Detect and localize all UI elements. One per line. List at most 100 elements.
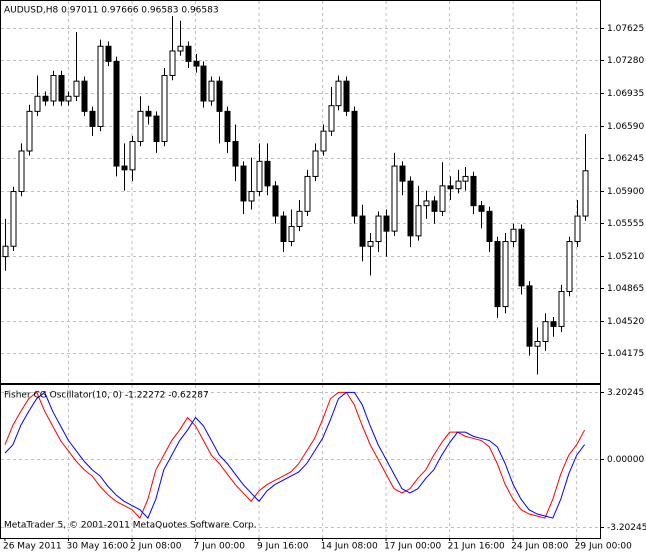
candle-body [137, 110, 144, 143]
candle-body [105, 45, 112, 62]
candle-body [58, 75, 65, 102]
candle-body [50, 75, 57, 102]
candle-body [232, 141, 239, 167]
candle-body [129, 141, 136, 171]
candle-body [510, 228, 517, 243]
candle-body [208, 80, 215, 102]
candle-body [582, 170, 589, 217]
candle-body [81, 80, 88, 112]
candle-body [462, 175, 469, 182]
copyright: MetaTrader 5, © 2001-2011 MetaQuotes Sof… [4, 521, 257, 531]
candle-body [470, 175, 477, 207]
y-tick-label: 1.05900 [607, 187, 644, 197]
y-tick-label: 1.05555 [607, 219, 644, 229]
candle-body [224, 110, 231, 143]
x-tick-label: 9 Jun 16:00 [257, 542, 309, 552]
x-tick-label: 17 Jun 00:00 [384, 542, 441, 552]
candle-body [304, 175, 311, 212]
y-tick-label: 1.07625 [607, 24, 644, 34]
x-tick-label: 7 Jun 00:00 [194, 542, 246, 552]
candle-body [343, 80, 350, 112]
candle-body [97, 45, 104, 127]
candle-body [415, 205, 422, 237]
candle-body [272, 185, 279, 217]
candle-body [439, 185, 446, 212]
candle-body [280, 215, 287, 243]
candle-body [153, 115, 160, 143]
y-tick-label: 1.07280 [607, 56, 644, 66]
candle-body [26, 110, 33, 152]
candle-body [193, 60, 200, 67]
x-tick-label: 30 May 16:00 [66, 542, 128, 552]
candle-body [375, 215, 382, 243]
candle-body [534, 340, 541, 347]
candle-body [335, 80, 342, 107]
candle-body [558, 291, 565, 327]
candle-body [367, 241, 374, 247]
candle-body [169, 50, 176, 77]
candle-body [73, 80, 80, 97]
candle-body [256, 160, 263, 193]
candle-body [383, 215, 390, 232]
main-panel-frame [0, 0, 601, 384]
candle-body [391, 165, 398, 232]
candle-body [447, 185, 454, 190]
candle-body [526, 285, 533, 347]
x-tick-label: 2 Jun 08:00 [130, 542, 182, 552]
candle-body [113, 60, 120, 167]
y-tick-label: 1.04175 [607, 349, 644, 359]
candle-body [145, 110, 152, 117]
y-tick-label: 1.05210 [607, 252, 644, 262]
candle-body [351, 110, 358, 217]
candle-body [312, 150, 319, 177]
candle-body [455, 180, 462, 190]
x-tick-label: 29 Jun 00:00 [575, 542, 632, 552]
x-tick-label: 14 Jun 08:00 [321, 542, 378, 552]
candle-body [359, 215, 366, 247]
y-tick-label: 1.06590 [607, 122, 644, 132]
candle-body [200, 65, 207, 102]
y-tick-label: 1.04520 [607, 317, 644, 327]
oscillator-line [4, 391, 586, 519]
candle-body [288, 225, 295, 243]
candle-body [542, 321, 549, 342]
candle-body [42, 95, 49, 102]
candle-body [89, 110, 96, 127]
candle-body [185, 45, 192, 62]
x-tick-label: 21 Jun 16:00 [448, 542, 505, 552]
oscillator-panel-frame [0, 384, 601, 539]
y-tick-label: -3.20245 [607, 523, 646, 533]
candle-body [494, 241, 501, 308]
candle-body [518, 228, 525, 287]
y-tick-label: 1.06245 [607, 154, 644, 164]
y-tick-label: 3.20245 [607, 388, 644, 398]
candle-body [399, 165, 406, 182]
candle-body [240, 165, 247, 202]
x-tick-label: 24 Jun 08:00 [511, 542, 568, 552]
candle-body [478, 205, 485, 212]
candle-body [10, 191, 17, 247]
candle-body [65, 95, 72, 102]
candle-body [320, 130, 327, 152]
y-tick-label: 1.04865 [607, 284, 644, 294]
candle-body [18, 150, 25, 193]
candle-body [550, 321, 557, 327]
candle-body [423, 200, 430, 207]
candle-body [248, 191, 255, 202]
oscillator-title: Fisher CG Oscillator(10, 0) -1.22272 -0.… [4, 391, 209, 401]
y-tick-label: 1.06935 [607, 89, 644, 99]
candle-body [566, 241, 573, 293]
candle-body [161, 75, 168, 143]
candle-body [328, 105, 335, 132]
candle-body [216, 80, 223, 112]
candle-body [34, 95, 41, 112]
candle-body [431, 200, 438, 212]
candle-body [121, 165, 128, 171]
y-tick-label: 0.00000 [607, 455, 644, 465]
candle-body [574, 215, 581, 243]
candle-body [486, 210, 493, 243]
candle-body [264, 160, 271, 187]
candle-body [502, 241, 509, 308]
